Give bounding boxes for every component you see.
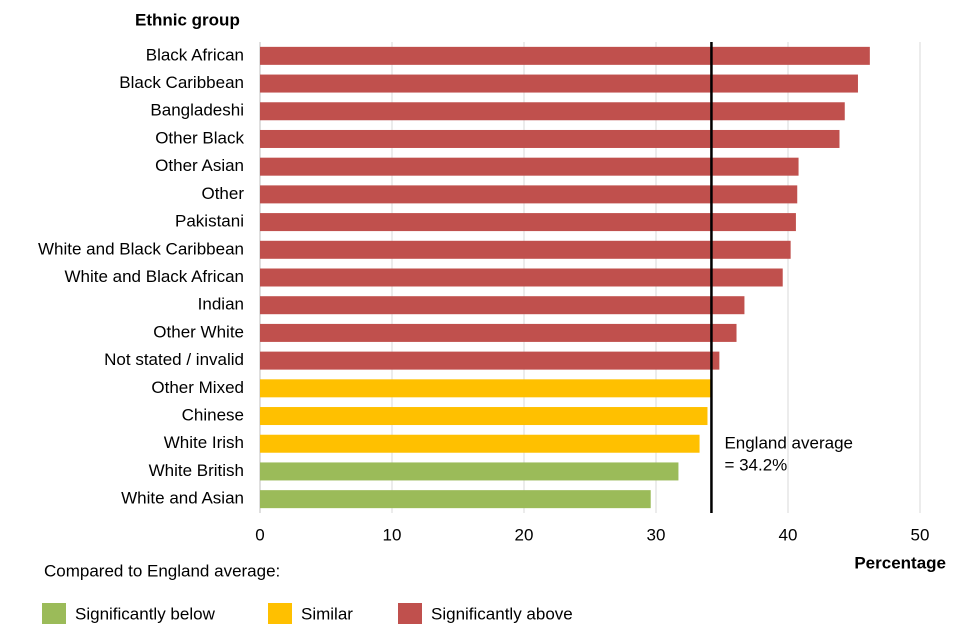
bar (260, 185, 798, 204)
bar (260, 213, 796, 232)
y-tick-label: White and Black African (64, 267, 244, 286)
x-tick-label: 10 (383, 525, 402, 544)
y-tick-label: Other Mixed (151, 378, 244, 397)
y-tick-label: White and Black Caribbean (38, 239, 244, 258)
y-tick-label: Not stated / invalid (104, 350, 244, 369)
bar (260, 351, 720, 370)
y-axis-title: Ethnic group (135, 10, 240, 29)
legend-swatch (42, 603, 66, 624)
bar (260, 407, 708, 426)
y-tick-label: Other Asian (155, 156, 244, 175)
bar (260, 490, 651, 509)
y-tick-label: Other (201, 184, 244, 203)
bar (260, 379, 712, 398)
legend-swatch (398, 603, 422, 624)
bar (260, 74, 858, 93)
legend-label: Similar (301, 604, 353, 623)
bar (260, 240, 791, 259)
bar (260, 296, 745, 315)
y-tick-label: Chinese (182, 406, 244, 425)
bar (260, 323, 737, 342)
bar (260, 157, 799, 176)
y-tick-label: Indian (198, 295, 244, 314)
y-tick-label: Black Caribbean (119, 73, 244, 92)
y-tick-label: White Irish (164, 433, 244, 452)
bar (260, 46, 870, 65)
legend-label: Significantly below (75, 604, 216, 623)
x-tick-label: 0 (255, 525, 264, 544)
bar (260, 462, 679, 481)
bar (260, 268, 783, 287)
reference-label: England average (724, 433, 853, 452)
x-tick-label: 30 (647, 525, 666, 544)
legend-title: Compared to England average: (44, 561, 280, 580)
y-tick-label: Other Black (155, 128, 244, 147)
bar (260, 102, 845, 121)
legend-swatch (268, 603, 292, 624)
bar (260, 129, 840, 148)
x-tick-label: 40 (779, 525, 798, 544)
y-tick-label: Black African (146, 45, 244, 64)
x-tick-label: 50 (911, 525, 930, 544)
x-tick-label: 20 (515, 525, 534, 544)
legend-label: Significantly above (431, 604, 573, 623)
y-tick-label: Other White (153, 322, 244, 341)
bar (260, 434, 700, 453)
y-tick-label: Pakistani (175, 212, 244, 231)
y-tick-label: Bangladeshi (150, 101, 244, 120)
y-tick-label: White British (149, 461, 244, 480)
x-axis-title: Percentage (854, 553, 946, 572)
y-tick-label: White and Asian (121, 489, 244, 508)
reference-label: = 34.2% (724, 455, 787, 474)
